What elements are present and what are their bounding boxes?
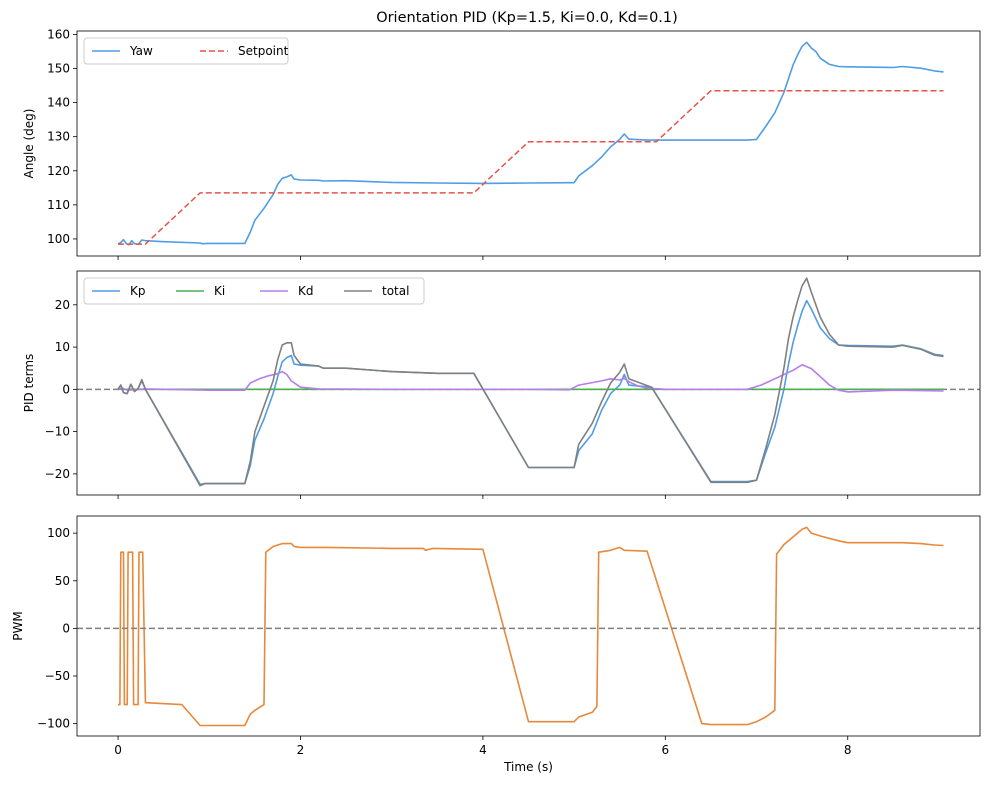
y-tick-label: 140 bbox=[47, 96, 70, 110]
x-tick-label: 0 bbox=[114, 743, 122, 757]
x-tick-label: 2 bbox=[297, 743, 305, 757]
series-kd bbox=[117, 364, 944, 393]
axes-frame bbox=[76, 270, 981, 496]
x-tick-label: 6 bbox=[661, 743, 669, 757]
legend-box bbox=[83, 37, 289, 65]
legend: Yaw Setpoint bbox=[83, 37, 289, 65]
legend-box bbox=[83, 277, 425, 305]
y-tick-label: 0 bbox=[62, 382, 70, 396]
y-tick-label: −20 bbox=[45, 467, 70, 481]
series-pwm bbox=[118, 526, 944, 727]
y-axis-label: PID terms bbox=[22, 354, 36, 413]
y-axis-label: PWM bbox=[11, 611, 25, 640]
panel-pwm: 0 2 4 6 8 −100 −50 0 50 100 PWM Time (s) bbox=[11, 515, 981, 774]
x-tick-label: 8 bbox=[844, 743, 852, 757]
axes-frame bbox=[76, 515, 981, 737]
y-tick-label: 10 bbox=[55, 340, 70, 354]
series-yaw bbox=[117, 41, 944, 246]
y-axis-label: Angle (deg) bbox=[22, 109, 36, 179]
y-tick-label: 100 bbox=[47, 526, 70, 540]
legend-label: Yaw bbox=[129, 44, 153, 58]
series-kp bbox=[117, 299, 944, 486]
legend-label: Kd bbox=[298, 284, 314, 298]
y-tick-label: −50 bbox=[45, 669, 70, 683]
x-axis-label: Time (s) bbox=[503, 760, 553, 774]
series-total bbox=[117, 277, 944, 487]
y-tick-label: 130 bbox=[47, 130, 70, 144]
panel-pid-terms: −20 −10 0 10 20 PID terms Kp Ki Kd total bbox=[22, 270, 981, 499]
y-tick-label: 100 bbox=[47, 232, 70, 246]
y-tick-label: 120 bbox=[47, 164, 70, 178]
y-tick-label: −10 bbox=[45, 425, 70, 439]
y-tick-label: −100 bbox=[37, 717, 70, 731]
y-tick-label: 110 bbox=[47, 198, 70, 212]
x-tick-label: 4 bbox=[479, 743, 487, 757]
legend-label: Kp bbox=[130, 284, 146, 298]
y-tick-label: 150 bbox=[47, 62, 70, 76]
axes-frame bbox=[76, 30, 981, 257]
y-tick-label: 20 bbox=[55, 298, 70, 312]
y-tick-label: 0 bbox=[62, 621, 70, 635]
y-tick-label: 50 bbox=[55, 574, 70, 588]
legend-label: total bbox=[382, 284, 409, 298]
series-setpoint bbox=[118, 89, 944, 245]
legend-label: Setpoint bbox=[238, 44, 289, 58]
y-tick-label: 160 bbox=[47, 27, 70, 41]
panel-orientation: 100 110 120 130 140 150 160 Angle (deg) Yaw Setpo… bbox=[22, 27, 981, 260]
legend-label: Ki bbox=[214, 284, 225, 298]
chart-title: Orientation PID (Kp=1.5, Ki=0.0, Kd=0.1) bbox=[376, 10, 678, 26]
legend: Kp Ki Kd total bbox=[83, 277, 425, 305]
